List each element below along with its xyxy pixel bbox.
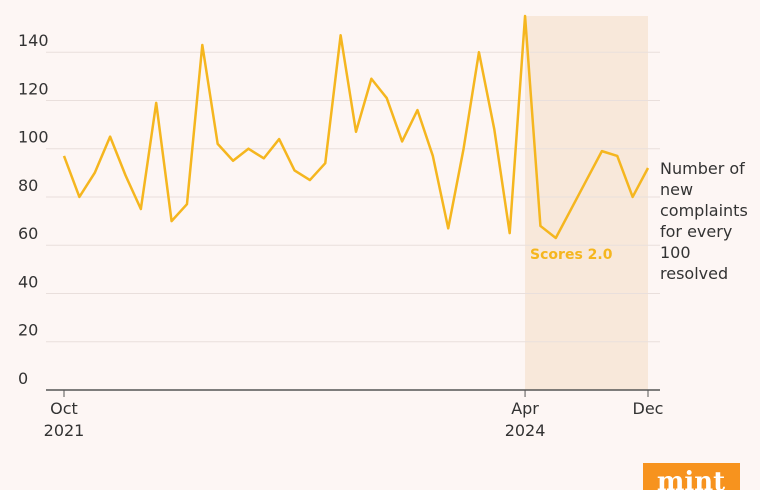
- y-tick-label: 100: [18, 128, 49, 147]
- y-tick-label: 80: [18, 176, 38, 195]
- x-tick-label: Oct 2021: [44, 399, 85, 440]
- x-tick-label: Apr 2024: [505, 399, 546, 440]
- y-tick-label: 20: [18, 321, 38, 340]
- highlight-band: [525, 16, 648, 390]
- y-tick-label: 140: [18, 31, 49, 50]
- logo-box: [643, 463, 740, 490]
- y-tick-label: 40: [18, 272, 38, 291]
- highlight-label: Scores 2.0: [530, 247, 613, 263]
- line-series: [62, 14, 650, 240]
- y-tick-label: 0: [18, 369, 28, 388]
- y-tick-label: 60: [18, 224, 38, 243]
- x-tick-label: Dec: [633, 399, 664, 418]
- logo: mint: [657, 467, 725, 490]
- y-axis-label: Number of new complaints for every 100 resolv…: [660, 159, 748, 283]
- y-tick-label: 120: [18, 79, 49, 98]
